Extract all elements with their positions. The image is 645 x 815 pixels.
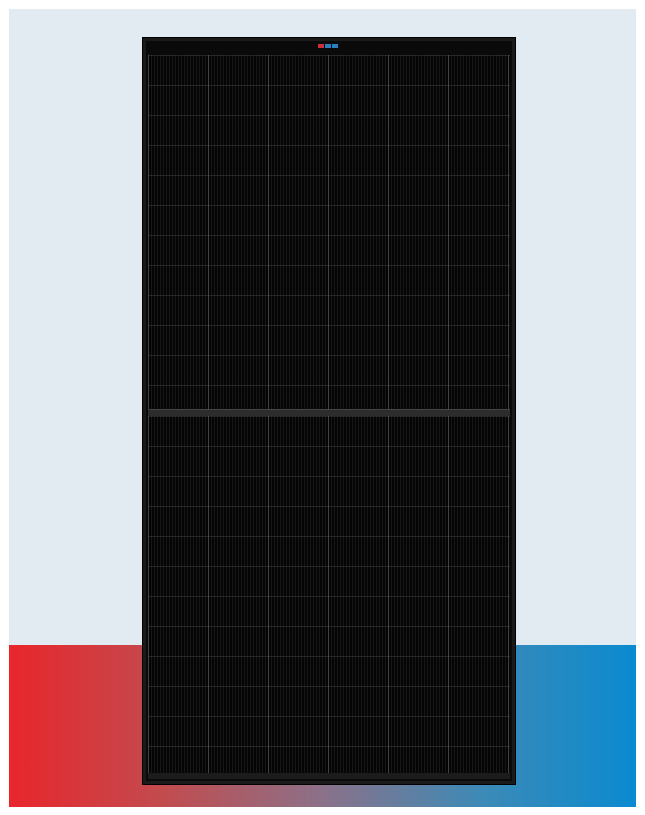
solar-panel-icon [143,38,515,784]
logo-red-segment [318,44,324,48]
panel-bottom-edge [148,773,510,779]
panel-cells-top-half [148,55,510,409]
logo-blue-segment-2 [332,44,338,48]
brand-logo-mark [318,44,338,48]
panel-cells-bottom-half [148,416,510,777]
logo-blue-segment [325,44,331,48]
